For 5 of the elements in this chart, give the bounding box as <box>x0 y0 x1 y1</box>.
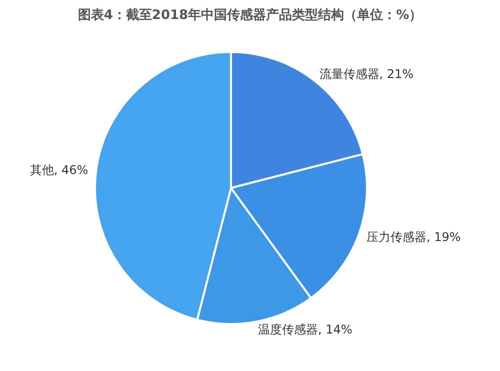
slice-label: 温度传感器, 14% <box>258 322 352 336</box>
chart-title: 图表4：截至2018年中国传感器产品类型结构（单位：%） <box>76 6 424 24</box>
slice-label: 其他, 46% <box>30 162 88 177</box>
slice-label: 压力传感器, 19% <box>366 230 461 244</box>
slice-label: 流量传感器, 21% <box>319 67 414 82</box>
